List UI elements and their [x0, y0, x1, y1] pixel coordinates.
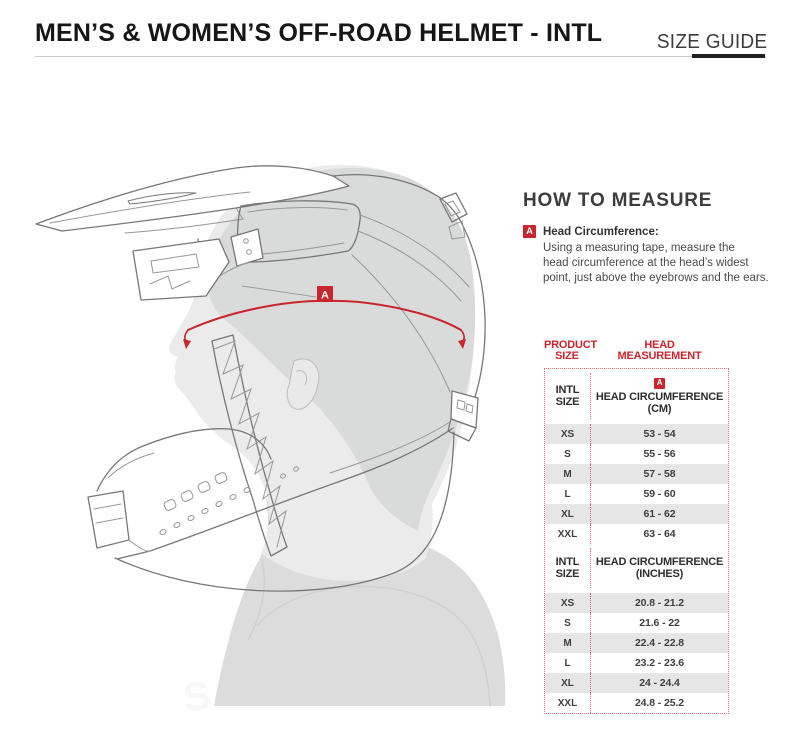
ear: [286, 358, 320, 410]
measure-a-badge: A: [523, 225, 536, 238]
how-to-measure-heading: HOW TO MEASURE: [523, 190, 713, 211]
table-group-header-cm: INTL SIZE A HEAD CIRCUMFERENCE (CM): [545, 369, 728, 424]
measure-description-line: head circumference at the head’s widest: [543, 257, 749, 269]
table-row: XL 61 - 62: [545, 504, 728, 524]
table-row: XS 20.8 - 21.2: [545, 593, 728, 613]
goggle-strap: [357, 214, 470, 302]
chin-vent-holes: [159, 466, 299, 535]
table-row: S 55 - 56: [545, 444, 728, 464]
table-row: XXL 24.8 - 25.2: [545, 693, 728, 713]
header-divider: [35, 56, 766, 57]
helmet-line-art: [35, 165, 486, 592]
measure-description-line: Using a measuring tape, measure the: [543, 242, 735, 254]
table-group-header-inches: INTL SIZE HEAD CIRCUMFERENCE (INCHES): [545, 544, 728, 593]
size-guide-label: SIZE GUIDE: [656, 31, 767, 53]
table-row: M 22.4 - 22.8: [545, 633, 728, 653]
table-row: S 21.6 - 22: [545, 613, 728, 633]
size-table-column-headers: PRODUCT SIZE HEAD MEASUREMENT: [544, 340, 729, 362]
size-table: PRODUCT SIZE HEAD MEASUREMENT INTL SIZE …: [544, 340, 729, 714]
helmet-peak: [35, 165, 350, 232]
size-table-box: INTL SIZE A HEAD CIRCUMFERENCE (CM) XS 5…: [544, 368, 729, 714]
table-row: XL 24 - 24.4: [545, 673, 728, 693]
measure-description: Using a measuring tape, measure the head…: [543, 241, 791, 286]
chin-bar: [96, 428, 272, 492]
head-measurement-column-header: HEAD MEASUREMENT: [617, 339, 702, 362]
helmet-measurement-figure: S: [35, 164, 506, 721]
chin-bar-truss: [211, 334, 288, 557]
how-to-measure-section: HOW TO MEASURE A Head Circumference: Usi…: [523, 190, 791, 286]
table-row: XXL 63 - 64: [545, 524, 728, 544]
arc-arrow-left: [183, 339, 191, 349]
mouth-vent: [87, 490, 130, 549]
table-a-badge: A: [654, 377, 665, 389]
arc-arrow-right: [458, 339, 466, 349]
product-size-column-header: PRODUCT SIZE: [544, 339, 597, 362]
marker-a-badge: [317, 286, 333, 302]
sleeve-logo-hint: S: [180, 673, 214, 721]
size-guide-underline: [692, 54, 765, 58]
marker-a-label: A: [321, 290, 329, 302]
measure-term: Head Circumference:: [543, 225, 659, 238]
page-title: MEN’S & WOMEN’S OFF-ROAD HELMET - INTL: [35, 19, 603, 47]
hair-silhouette: [205, 167, 476, 531]
table-row: L 23.2 - 23.6: [545, 653, 728, 673]
marker-leader-line: [241, 285, 317, 298]
measure-description-line: point, just above the eyebrows and the e…: [543, 272, 769, 284]
table-row: XS 53 - 54: [545, 424, 728, 444]
table-row: L 59 - 60: [545, 484, 728, 504]
table-row: M 57 - 58: [545, 464, 728, 484]
